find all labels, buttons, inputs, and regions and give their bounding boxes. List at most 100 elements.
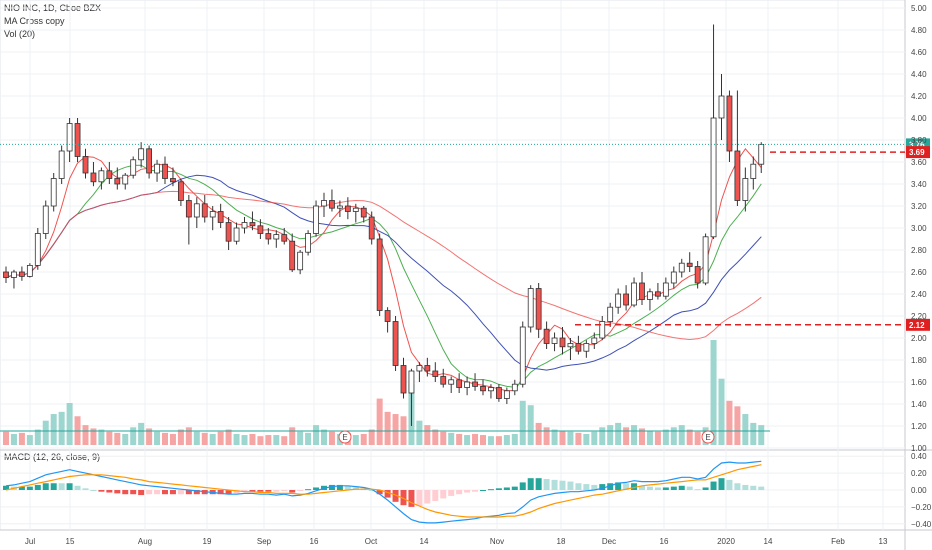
macd-histogram-bar [146, 490, 153, 495]
candle-body [726, 95, 733, 152]
macd-histogram-bar [154, 490, 161, 495]
time-tick-label: 16 [310, 537, 319, 546]
macd-histogram-bar [313, 487, 320, 490]
candle-body [551, 337, 558, 344]
macd-histogram-bar [130, 490, 137, 495]
price-tick-label: 4.80 [911, 26, 927, 35]
volume-bar [106, 431, 113, 445]
price-tick-label: 3.00 [911, 224, 927, 233]
candle-body [750, 163, 757, 179]
candle-body [583, 343, 590, 352]
volume-bar [297, 431, 304, 445]
macd-histogram-bar [185, 490, 192, 495]
indicator-vol-label[interactable]: Vol (20) [4, 29, 36, 39]
price-tick-label: 4.60 [911, 48, 927, 57]
volume-bar [710, 340, 717, 445]
price-tick-label: 2.40 [911, 290, 927, 299]
volume-bar [177, 429, 184, 445]
macd-histogram-bar [408, 490, 415, 507]
candle-body [567, 343, 574, 348]
macd-histogram-bar [241, 490, 248, 492]
macd-histogram-bar [106, 490, 113, 493]
macd-histogram-bar [599, 484, 606, 490]
volume-bar [201, 432, 208, 445]
earnings-marker-label: E [705, 433, 710, 442]
candle-body [527, 288, 534, 328]
volume-bar [10, 433, 17, 445]
indicator-ma-label[interactable]: MA Cross copy [4, 16, 65, 26]
volume-bar [34, 429, 41, 445]
macd-histogram-bar [639, 485, 645, 490]
macd-histogram-bar [440, 490, 447, 499]
candle-body [265, 233, 272, 240]
volume-bar [726, 400, 733, 445]
candle-body [639, 282, 645, 300]
macd-histogram-bar [273, 490, 280, 492]
candle-body [408, 370, 415, 394]
macd-histogram-bar [50, 483, 57, 490]
volume-bar [416, 420, 423, 445]
candle-body [193, 203, 200, 218]
candle-body [440, 376, 447, 385]
volume-bar [169, 433, 176, 445]
volume-bar [225, 429, 232, 445]
candle-body [138, 148, 145, 161]
candle-body [400, 365, 407, 394]
price-tick-label: 2.80 [911, 246, 927, 255]
candle-body [392, 321, 399, 366]
price-tick-label: 3.60 [911, 158, 927, 167]
macd-histogram-bar [575, 483, 582, 490]
candle-body [607, 306, 614, 322]
macd-histogram-bar [114, 490, 121, 494]
candle-body [321, 200, 327, 207]
macd-tick-label: −0.20 [911, 503, 932, 512]
candle-body [424, 365, 431, 372]
candle-body [26, 264, 33, 277]
candle-body [575, 343, 582, 352]
candle-body [241, 222, 248, 229]
candle-body [146, 148, 153, 174]
price-tick-label: 4.40 [911, 70, 927, 79]
price-tick-label: 2.60 [911, 268, 927, 277]
macd-histogram-bar [34, 484, 41, 490]
volume-bar [734, 406, 741, 445]
macd-histogram-bar [424, 490, 431, 504]
level-tag [906, 146, 930, 159]
candle-body [456, 379, 463, 388]
volume-bar [185, 427, 192, 445]
candle-body [34, 233, 41, 266]
candle-body [289, 240, 296, 271]
macd-histogram-bar [519, 482, 526, 490]
macd-histogram-bar [336, 484, 343, 490]
candle-body [209, 211, 216, 218]
macd-histogram-bar [623, 483, 630, 490]
candle-body [177, 181, 184, 201]
price-tick-label: 2.00 [911, 334, 927, 343]
macd-histogram-bar [591, 484, 598, 490]
candle-body [66, 123, 73, 152]
macd-histogram-bar [456, 490, 463, 495]
macd-label[interactable]: MACD (12, 26, close, 9) [4, 452, 101, 462]
volume-bar [217, 431, 224, 445]
volume-bar [670, 427, 677, 445]
volume-bar [495, 436, 502, 445]
candle-body [647, 291, 653, 300]
macd-tick-label: 0.00 [911, 486, 927, 495]
macd-histogram-bar [607, 483, 614, 490]
candle-body [313, 205, 319, 234]
price-tick-label: 1.00 [911, 444, 927, 453]
candle-body [281, 234, 288, 242]
time-tick-label: Dec [602, 537, 616, 546]
price-tick-label: 1.40 [911, 400, 927, 409]
macd-histogram-bar [265, 490, 272, 492]
macd-histogram-bar [416, 490, 423, 507]
macd-histogram-bar [487, 489, 494, 491]
candle-body [416, 365, 423, 372]
volume-bar [480, 435, 486, 445]
candle-body [106, 170, 113, 179]
macd-histogram-bar [344, 485, 351, 490]
macd-histogram-bar [376, 490, 383, 495]
volume-bar [193, 431, 200, 445]
macd-histogram-bar [511, 486, 518, 490]
